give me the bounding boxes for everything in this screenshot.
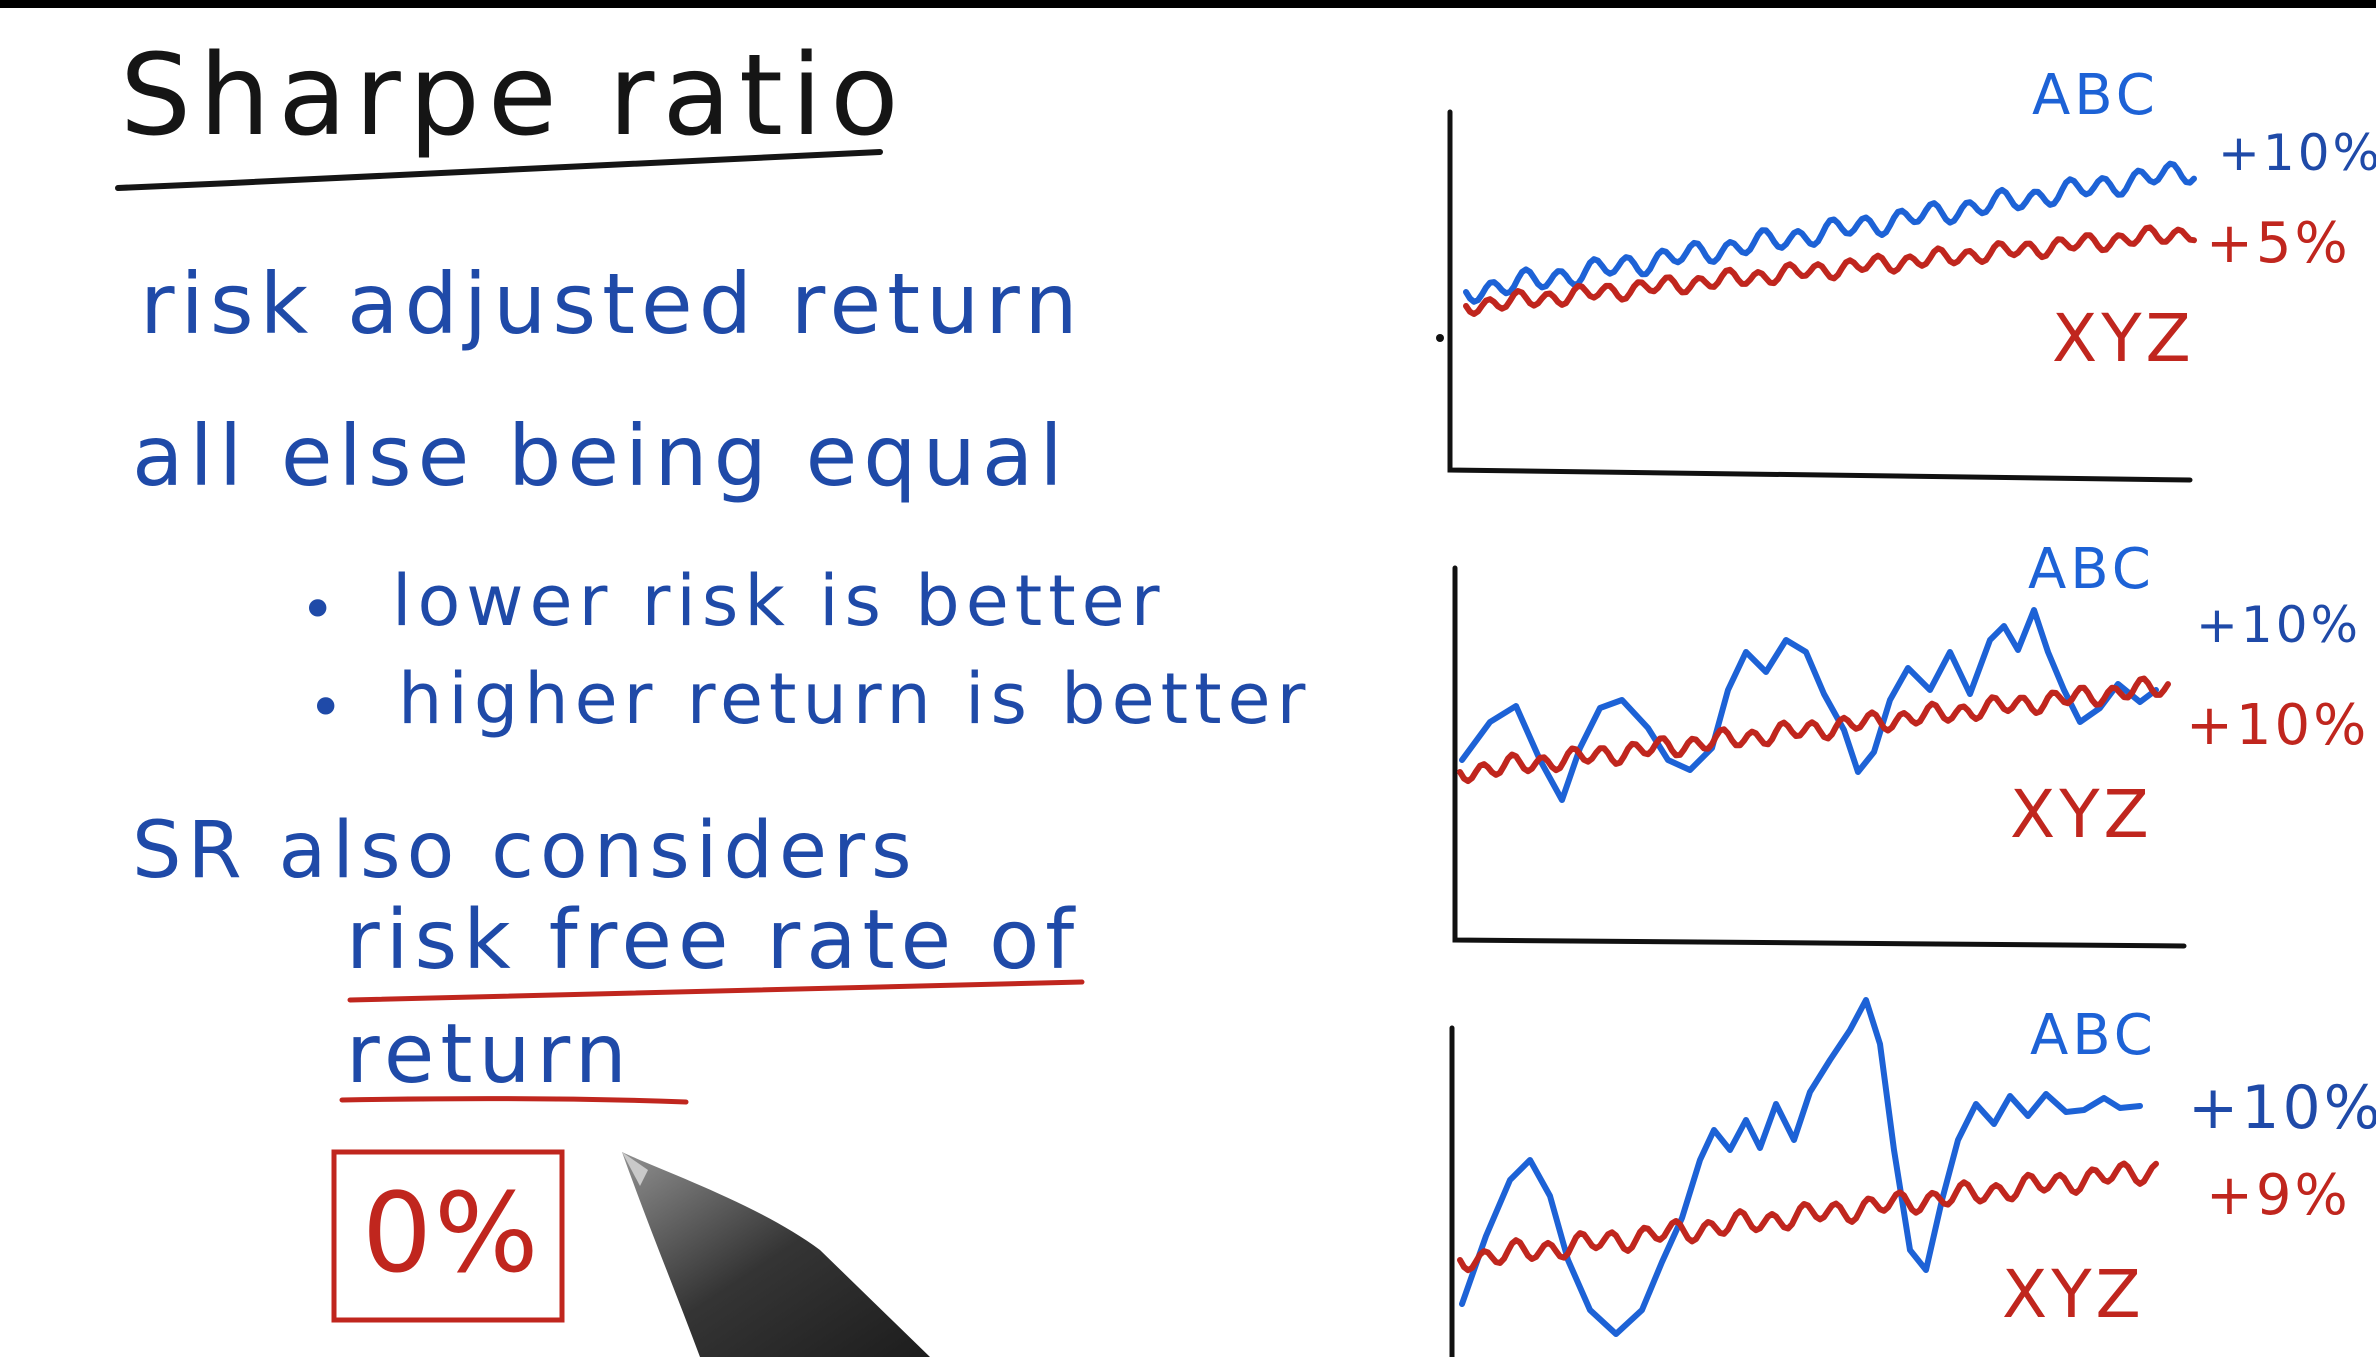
premise-text: all else being equal [132, 407, 1069, 505]
panel-2-abc-label: ABC [2028, 537, 2155, 602]
bullet-lower-risk: lower risk is better [392, 560, 1166, 642]
return-text: return [346, 1007, 633, 1102]
panel-1-dot [1436, 334, 1444, 342]
page-title: Sharpe ratio [120, 31, 907, 161]
bullet-dot-1: • [300, 575, 342, 645]
panel-2-xyz-line [1457, 675, 2171, 785]
panel-2-axes [1452, 565, 2187, 949]
panel-3-abc-line [1459, 997, 2143, 1337]
panel-1-xyz-return: +5% [2206, 211, 2351, 276]
panel-1-axes [1447, 109, 2193, 483]
panel-3-xyz-line [1457, 1160, 2159, 1274]
zero-percent-value: 0% [362, 1169, 541, 1297]
panel-2-abc-line [1459, 607, 2159, 803]
panel-1-xyz-label: XYZ [2052, 300, 2195, 377]
bullet-dot-2: • [308, 673, 350, 743]
panel-3-abc-return: +10% [2188, 1073, 2376, 1143]
panel-1-xyz-line [1463, 224, 2197, 317]
panel-1-abc-label: ABC [2032, 63, 2159, 128]
chart-axes [1447, 109, 2193, 1357]
panel-3-abc-label: ABC [2030, 1003, 2157, 1068]
panel-3-xyz-return: +9% [2206, 1163, 2351, 1228]
zero-percent-box [331, 1149, 565, 1323]
panel-1-abc-line [1463, 160, 2197, 305]
panel-2-xyz-label: XYZ [2010, 776, 2153, 853]
risk-free-rate-text: risk free rate of [346, 893, 1081, 988]
bullet-higher-return: higher return is better [398, 658, 1312, 740]
top-border [0, 0, 2376, 8]
rfr-underline-1 [347, 979, 1085, 1003]
panel-2-xyz-return: +10% [2186, 693, 2370, 758]
definition-text: risk adjusted return [140, 255, 1084, 353]
panel-1-abc-return: +10% [2218, 124, 2376, 182]
panel-3-xyz-label: XYZ [2002, 1256, 2145, 1333]
rfr-underline-2 [339, 1096, 689, 1105]
panel-2-abc-return: +10% [2196, 596, 2362, 654]
sr-considers-text: SR also considers [132, 806, 918, 896]
